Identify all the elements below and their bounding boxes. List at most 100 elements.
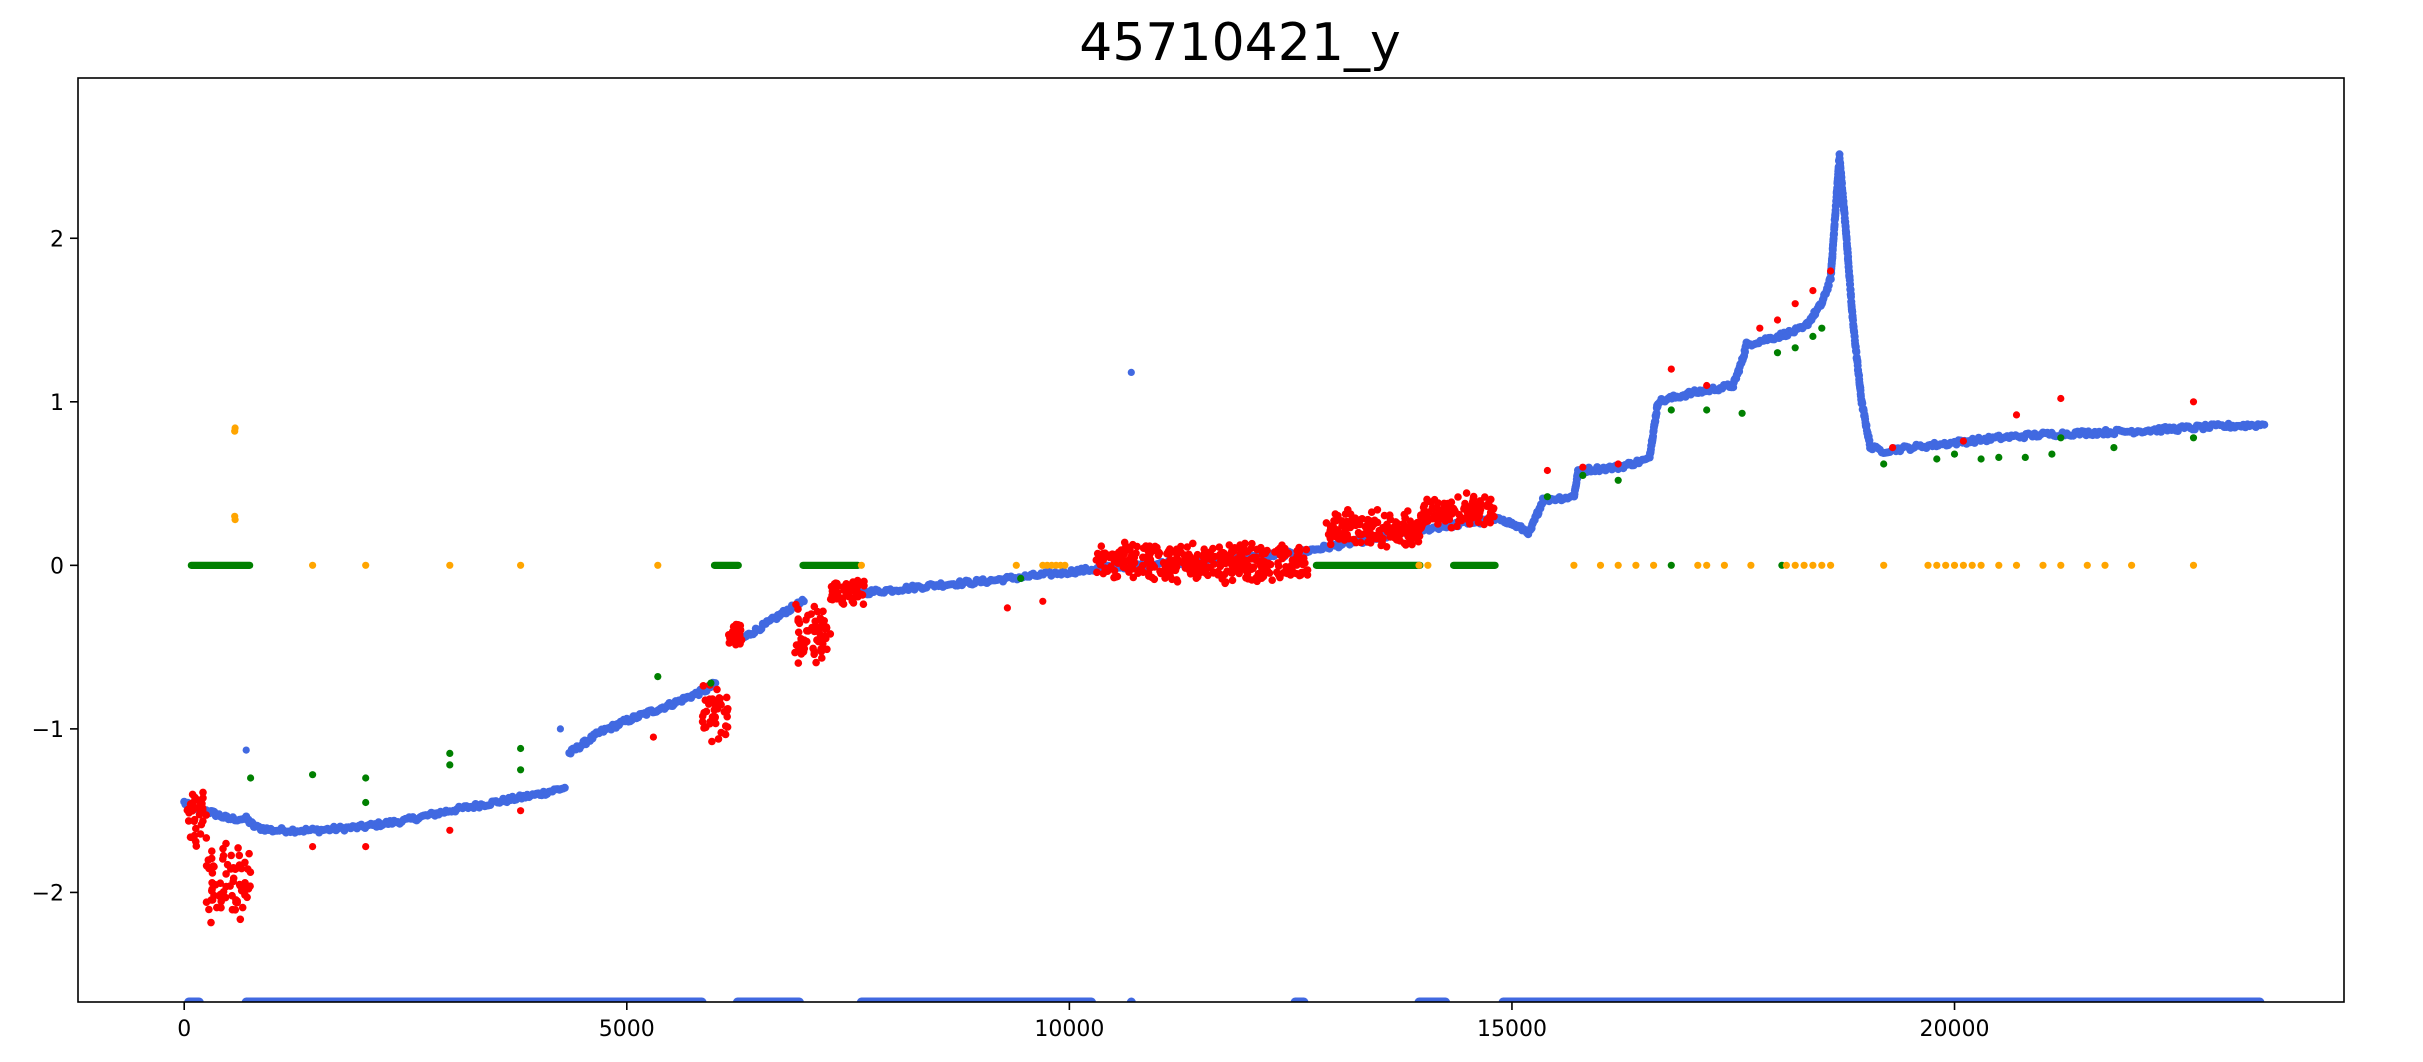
data-point — [362, 774, 370, 782]
data-point — [1061, 561, 1069, 569]
data-point — [1809, 287, 1817, 295]
data-point — [1396, 526, 1405, 535]
data-point — [699, 682, 708, 690]
data-point — [1738, 409, 1746, 417]
data-point — [1341, 523, 1349, 532]
data-point — [1809, 561, 1817, 569]
data-point — [714, 735, 723, 743]
data-point — [799, 597, 808, 606]
zero-band — [799, 561, 862, 569]
data-point — [309, 771, 317, 779]
data-point — [1632, 561, 1640, 569]
data-point — [1206, 548, 1215, 556]
data-point — [309, 561, 317, 569]
data-point — [446, 749, 454, 758]
data-point — [517, 744, 525, 753]
data-point — [1356, 538, 1365, 547]
data-point — [1977, 561, 1985, 569]
data-point — [245, 849, 253, 858]
data-point — [1463, 509, 1472, 517]
data-point — [1924, 561, 1932, 569]
y-tick-label: 0 — [50, 554, 64, 579]
data-point — [188, 790, 197, 799]
data-point — [707, 679, 715, 687]
data-point — [1120, 563, 1129, 572]
data-point — [722, 693, 731, 702]
y-tick-label: −1 — [32, 718, 64, 743]
data-point — [190, 815, 199, 824]
data-point — [1012, 561, 1020, 569]
data-point — [1614, 476, 1622, 484]
data-point — [1756, 324, 1764, 332]
data-point — [1228, 576, 1237, 585]
zero-band — [1449, 561, 1499, 569]
data-point — [1995, 561, 2003, 569]
data-point — [205, 905, 213, 914]
data-point — [1543, 466, 1551, 475]
data-point — [1327, 524, 1335, 532]
data-point — [2057, 394, 2065, 403]
data-point — [1570, 561, 1578, 569]
data-point — [1412, 530, 1420, 538]
data-point — [2110, 444, 2118, 452]
data-point — [1145, 572, 1153, 580]
data-point — [2021, 453, 2029, 461]
data-point — [1209, 569, 1218, 577]
data-point — [713, 685, 721, 694]
data-point — [1977, 455, 1985, 463]
data-point — [826, 630, 835, 638]
data-point — [1474, 510, 1482, 518]
bottom-band — [1414, 997, 1450, 1002]
data-point — [723, 705, 731, 713]
data-point — [1117, 546, 1126, 554]
data-point — [794, 628, 803, 637]
data-point — [1420, 501, 1429, 510]
data-point — [1995, 453, 2003, 461]
data-point — [241, 858, 249, 867]
data-point — [1093, 568, 1101, 577]
data-point — [1402, 541, 1410, 549]
data-point — [859, 600, 868, 608]
data-point — [560, 783, 569, 792]
data-point — [1278, 554, 1287, 563]
data-point — [2189, 561, 2198, 569]
data-point — [1424, 561, 1432, 569]
data-point — [1414, 537, 1423, 546]
bottom-band — [1290, 997, 1309, 1002]
data-point — [1274, 562, 1283, 570]
data-point — [810, 627, 819, 636]
data-point — [1747, 561, 1755, 569]
data-point — [1454, 493, 1462, 501]
data-point — [1933, 561, 1941, 569]
data-point — [2048, 450, 2056, 458]
data-point — [202, 834, 211, 842]
data-point — [309, 843, 317, 851]
data-point — [1259, 558, 1268, 567]
data-point — [1173, 551, 1181, 559]
data-point — [1968, 561, 1976, 569]
data-point — [1195, 559, 1203, 568]
data-point — [1773, 316, 1782, 324]
data-point — [1161, 574, 1169, 582]
data-point — [814, 637, 823, 646]
data-point — [713, 705, 722, 713]
data-point — [1579, 471, 1587, 479]
data-point — [1474, 518, 1483, 526]
data-point — [2260, 420, 2269, 429]
data-point — [199, 794, 207, 802]
data-point — [818, 654, 826, 662]
data-point — [726, 633, 734, 641]
data-point — [188, 802, 196, 810]
data-point — [241, 891, 249, 899]
data-point — [721, 730, 730, 739]
data-point — [192, 837, 200, 846]
data-point — [1279, 569, 1288, 577]
data-point — [1146, 549, 1155, 558]
data-point — [1446, 500, 1455, 508]
data-point — [242, 746, 250, 754]
data-point — [1215, 543, 1224, 551]
data-point — [737, 636, 746, 644]
data-point — [1703, 381, 1711, 390]
data-point — [1451, 507, 1459, 516]
data-point — [208, 847, 216, 855]
